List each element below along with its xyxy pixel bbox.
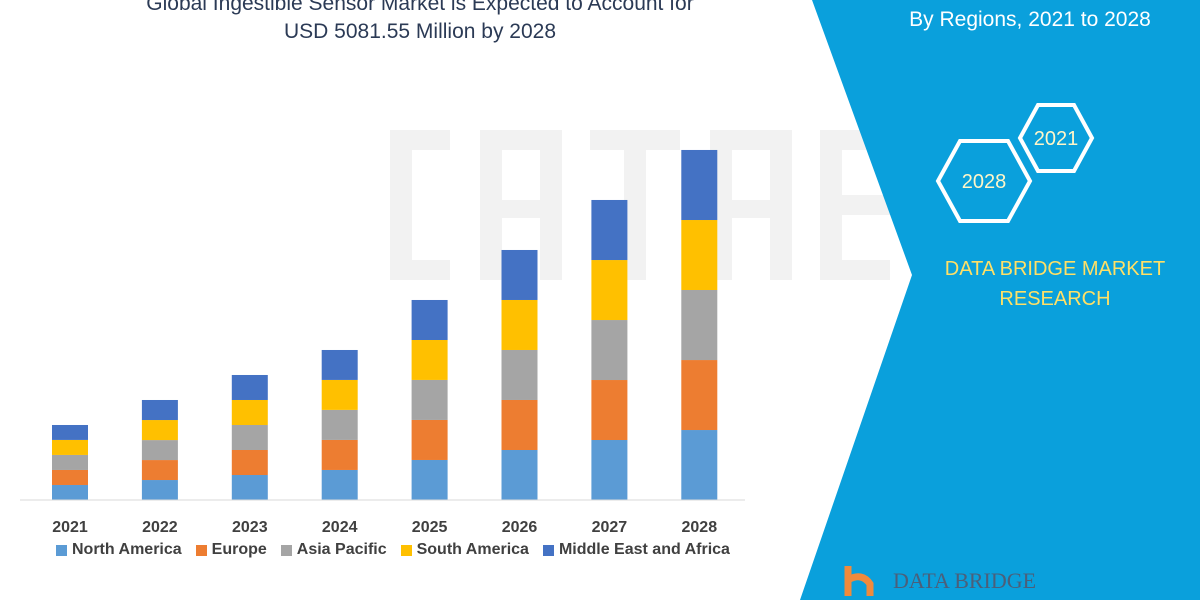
bar-2024-asia-pacific: [321, 409, 358, 440]
legend-swatch: [280, 544, 292, 556]
bar-2024-middle-east-and-africa: [321, 349, 358, 380]
bar-2022-south-america: [141, 420, 178, 441]
bar-2025-middle-east-and-africa: [411, 299, 448, 340]
bar-2023-asia-pacific: [231, 424, 268, 450]
legend-label: South America: [416, 541, 529, 558]
hexagon-2028: [935, 139, 1033, 223]
legend: North America Europe Asia Pacific South Ame…: [56, 541, 730, 559]
bar-2027-middle-east-and-africa: [591, 199, 628, 261]
bar-2026-asia-pacific: [501, 349, 538, 400]
hex-label-2028: 2028: [962, 171, 1007, 193]
bar-2023-middle-east-and-africa: [231, 374, 268, 400]
bar-2022-middle-east-and-africa: [141, 399, 178, 421]
x-tick-label: 2026: [502, 519, 538, 536]
x-tick-label: 2022: [142, 519, 178, 536]
bar-2028-north-america: [681, 430, 718, 500]
bar-2021-north-america: [52, 484, 88, 500]
stacked-bar-chart: 2021 2022 2023 2024 2025 2026 2027 2028: [20, 149, 745, 536]
legend-item: North America: [56, 541, 182, 559]
x-tick-label: 2027: [592, 519, 628, 536]
bar-2025-europe: [411, 419, 448, 460]
panel-subtitle: By Regions, 2021 to 2028: [909, 8, 1151, 31]
bar-2024-south-america: [321, 379, 358, 410]
bar-2023-south-america: [231, 399, 268, 425]
chart-title: Global Ingestible Sensor Market is Expec…: [60, 0, 780, 46]
bar-2028-asia-pacific: [681, 289, 718, 361]
legend-swatch: [400, 544, 412, 556]
brand-text: DATA BRIDGE MARKET RESEARCH: [944, 258, 1166, 310]
legend-swatch: [542, 544, 554, 556]
bar-2021-middle-east-and-africa: [52, 424, 88, 440]
bar-2028-middle-east-and-africa: [681, 149, 718, 221]
x-tick-label: 2028: [682, 519, 718, 536]
legend-item: Asia Pacific: [280, 541, 387, 559]
legend-swatch: [56, 544, 67, 556]
logo-icon: [844, 566, 874, 596]
bar-2022-north-america: [141, 480, 178, 500]
bar-2022-europe: [141, 460, 178, 481]
bar-2026-europe: [501, 399, 538, 450]
bar-2027-asia-pacific: [591, 320, 628, 381]
bar-2026-north-america: [501, 449, 538, 500]
bar-2025-north-america: [411, 459, 448, 500]
legend-item: Middle East and Africa: [542, 541, 730, 559]
legend-item: Europe: [195, 541, 267, 559]
bar-2027-north-america: [591, 440, 628, 500]
x-tick-label: 2023: [232, 519, 268, 536]
logo-text: DATA BRIDGE: [893, 568, 1037, 593]
x-tick-label: 2025: [412, 519, 448, 536]
legend-label: North America: [72, 541, 182, 558]
bar-2028-europe: [681, 360, 718, 431]
hexagon-2021: [1017, 103, 1095, 173]
legend-label: Europe: [211, 541, 267, 558]
bar-2024-europe: [321, 439, 358, 470]
bar-2026-middle-east-and-africa: [501, 249, 538, 300]
legend-label: Asia Pacific: [296, 541, 387, 558]
legend-swatch: [195, 544, 207, 556]
legend-label: Middle East and Africa: [558, 541, 730, 558]
bar-2022-asia-pacific: [141, 440, 178, 461]
title-line-2: USD 5081.55 Million by 2028: [284, 20, 556, 43]
bar-2026-south-america: [501, 299, 538, 350]
bar-2027-europe: [591, 380, 628, 441]
title-line-1: Global Ingestible Sensor Market is Expec…: [146, 0, 694, 15]
legend-item: South America: [400, 541, 529, 559]
bar-2021-europe: [52, 469, 88, 485]
bar-2025-south-america: [411, 339, 448, 380]
bar-2024-north-america: [321, 469, 358, 500]
bar-2028-south-america: [681, 220, 718, 290]
x-tick-label: 2021: [52, 519, 88, 536]
hex-label-2021: 2021: [1034, 128, 1079, 150]
bar-2021-asia-pacific: [52, 454, 88, 470]
bar-2027-south-america: [591, 260, 628, 321]
bar-2021-south-america: [52, 439, 88, 455]
bar-2025-asia-pacific: [411, 379, 448, 420]
bar-2023-north-america: [231, 474, 268, 500]
bar-2023-europe: [231, 449, 268, 475]
x-tick-label: 2024: [322, 519, 358, 536]
